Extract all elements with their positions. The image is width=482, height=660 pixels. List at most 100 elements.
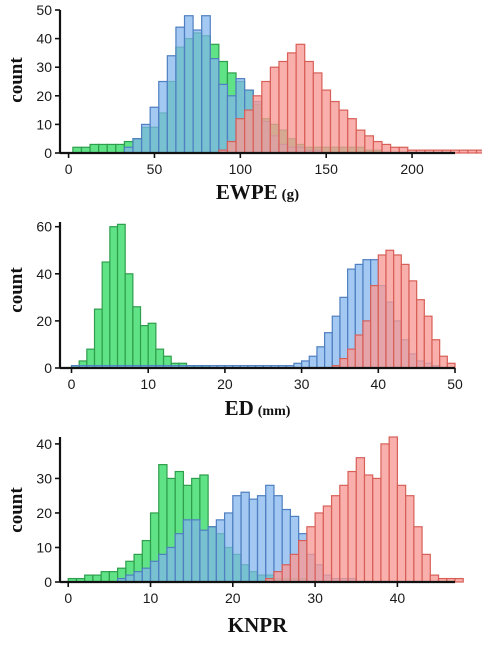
bar-red-18 xyxy=(413,526,423,583)
bar-red-4 xyxy=(298,539,308,583)
series-green xyxy=(70,223,211,369)
bar-red-12 xyxy=(363,474,374,583)
bar-blue-19 xyxy=(273,495,283,583)
x-axis-title-text: ED xyxy=(225,396,254,420)
bar-red-7 xyxy=(278,60,289,154)
y-tick-label: 0 xyxy=(44,145,52,161)
y-tick-label: 50 xyxy=(36,2,52,18)
histogram-panel-2: 0 20 40 60 0 10 20 30 40 50 count ED (mm) xyxy=(6,219,463,420)
y-tick-label: 10 xyxy=(36,116,52,132)
bar-red-3 xyxy=(289,553,300,583)
bar-blue-18 xyxy=(265,484,275,583)
histogram-panel-3: 0 10 20 30 40 0 10 20 30 40 count KNPR xyxy=(6,436,464,637)
x-tick-label: 30 xyxy=(307,590,323,606)
bar-green-8 xyxy=(132,306,142,369)
bar-red-12 xyxy=(423,315,433,369)
bar-red-19 xyxy=(421,553,431,583)
bar-red-5 xyxy=(370,284,379,369)
bar-red-12 xyxy=(321,89,332,154)
bar-blue-8 xyxy=(182,519,193,583)
bar-red-2 xyxy=(281,564,292,583)
y-tick-label: 20 xyxy=(36,88,52,104)
bar-blue-1 xyxy=(132,138,143,154)
bar-blue-2 xyxy=(140,123,151,154)
bar-red-17 xyxy=(364,135,375,154)
bar-blue-31 xyxy=(308,355,318,369)
bar-red-30 xyxy=(475,149,482,154)
bar-green-4 xyxy=(106,143,117,154)
bar-red-8 xyxy=(286,52,297,154)
x-tick-label: 100 xyxy=(229,161,253,177)
x-axis-title-text: EWPE xyxy=(216,180,278,204)
bar-blue-33 xyxy=(324,332,333,369)
x-tick-label: 10 xyxy=(143,590,159,606)
bar-red-14 xyxy=(439,355,448,369)
bar-red-6 xyxy=(377,254,387,369)
x-tick-label: 50 xyxy=(447,376,463,392)
y-tick-label: 10 xyxy=(36,539,52,555)
bar-red-4 xyxy=(362,320,372,369)
bar-green-3 xyxy=(98,143,108,154)
bar-red-15 xyxy=(388,436,399,583)
bar-green-5 xyxy=(109,226,119,369)
bar-blue-15 xyxy=(240,491,250,583)
bar-blue-11 xyxy=(218,83,229,154)
series-red xyxy=(218,43,482,154)
x-tick-label: 50 xyxy=(147,161,163,177)
bar-blue-3 xyxy=(149,106,160,154)
y-tick-label: 20 xyxy=(36,505,52,521)
bar-blue-17 xyxy=(256,495,267,583)
bar-red-9 xyxy=(295,43,306,154)
bar-blue-5 xyxy=(158,553,168,583)
bar-red-9 xyxy=(339,484,349,583)
y-axis-title: count xyxy=(6,57,27,103)
series-red xyxy=(265,436,464,583)
bar-red-3 xyxy=(354,334,364,369)
bar-blue-4 xyxy=(158,80,168,154)
x-tick-label: 30 xyxy=(294,376,310,392)
histogram-panel-1: 0 10 20 30 40 50 0 50 100 150 200 count EWPE (g) xyxy=(6,2,482,204)
bar-red-10 xyxy=(408,280,418,369)
x-axis-title: ED (mm) xyxy=(225,396,291,420)
x-tick-label: 0 xyxy=(65,161,73,177)
bar-red-19 xyxy=(381,143,392,154)
y-tick-label: 20 xyxy=(36,313,52,329)
bar-blue-7 xyxy=(183,15,194,154)
bar-red-8 xyxy=(330,495,341,583)
bar-red-4 xyxy=(252,95,263,154)
bar-blue-10 xyxy=(199,529,209,583)
y-tick-label: 40 xyxy=(36,31,52,47)
bar-green-2 xyxy=(89,143,100,154)
x-axis-title: KNPR xyxy=(228,613,288,637)
bar-green-4 xyxy=(100,571,110,583)
bar-blue-9 xyxy=(201,15,211,154)
y-axis-title: count xyxy=(6,487,27,533)
x-tick-label: 0 xyxy=(68,376,76,392)
bar-blue-10 xyxy=(209,58,220,154)
bar-blue-5 xyxy=(166,55,177,154)
y-axis-title: count xyxy=(6,267,27,313)
bar-red-11 xyxy=(416,299,425,369)
bar-green-9 xyxy=(139,325,149,369)
bar-blue-8 xyxy=(192,29,203,154)
bar-blue-6 xyxy=(166,546,176,583)
x-tick-label: 40 xyxy=(371,376,387,392)
bar-blue-16 xyxy=(248,498,259,583)
y-tick-label: 60 xyxy=(36,219,52,235)
bar-red-16 xyxy=(396,484,407,583)
x-tick-label: 150 xyxy=(315,161,339,177)
bar-red-10 xyxy=(347,470,357,583)
y-tick-label: 40 xyxy=(36,266,52,282)
bar-red-1 xyxy=(273,571,283,583)
bar-green-7 xyxy=(124,273,134,369)
bar-blue-2 xyxy=(133,571,143,583)
bar-blue-11 xyxy=(207,526,217,583)
x-axis-title: EWPE (g) xyxy=(216,180,299,204)
bar-blue-3 xyxy=(141,567,152,583)
bar-red-7 xyxy=(322,505,333,583)
bar-green-4 xyxy=(101,261,111,369)
bar-blue-9 xyxy=(191,519,201,583)
bar-red-3 xyxy=(244,109,254,154)
x-tick-label: 20 xyxy=(225,590,241,606)
